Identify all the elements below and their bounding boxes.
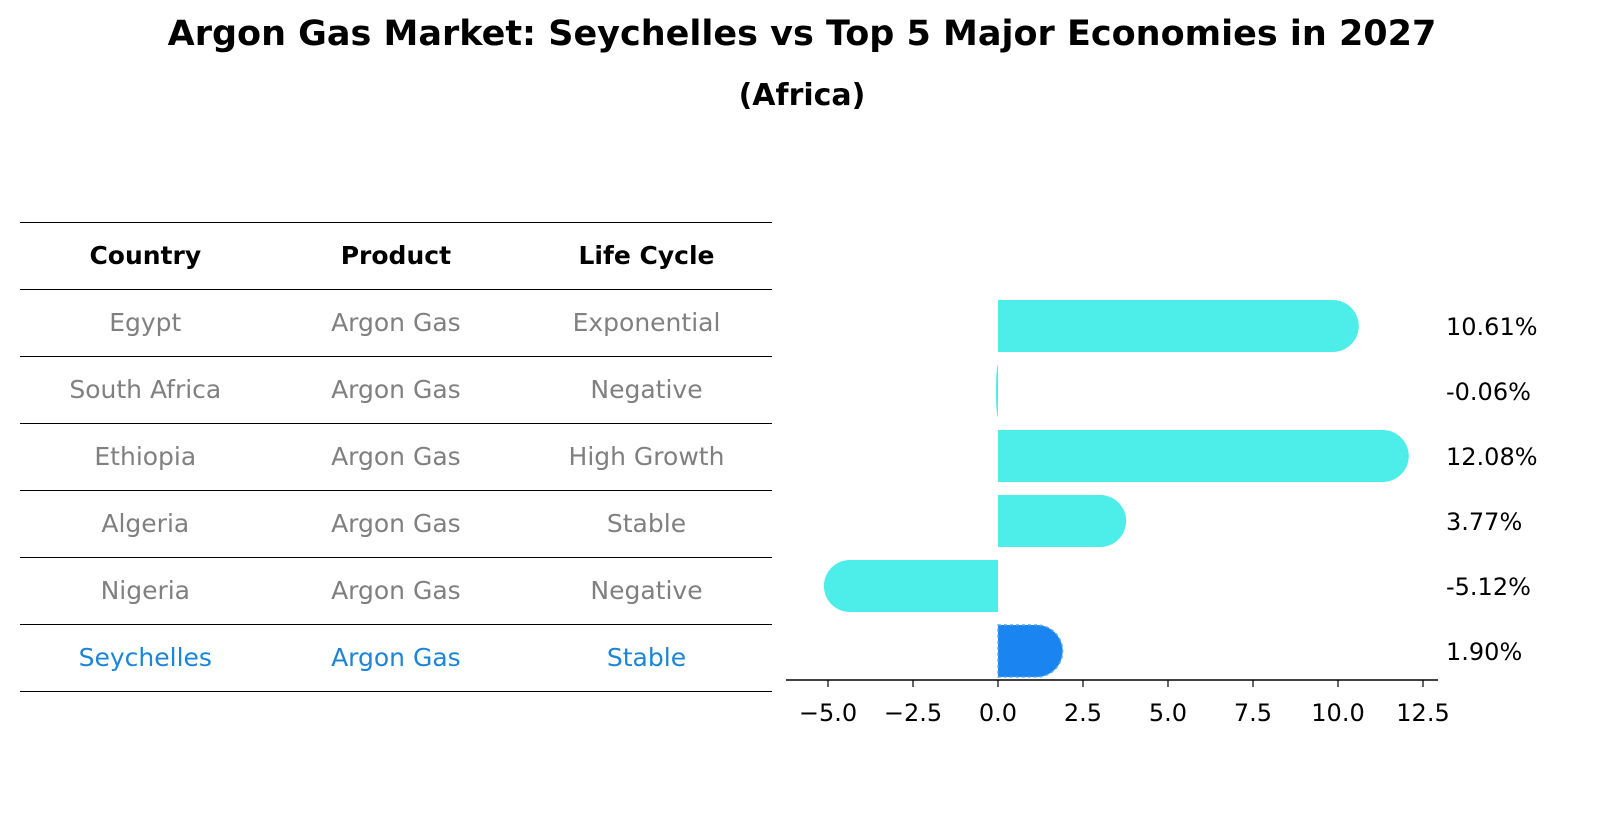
data-label: -0.06% (1446, 378, 1531, 406)
bar-algeria (998, 495, 1127, 547)
bar-nigeria (823, 560, 998, 612)
table-row: Ethiopia Argon Gas High Growth (20, 423, 772, 490)
table-header-row: Country Product Life Cycle (20, 222, 772, 289)
cell-life-cycle: High Growth (568, 442, 725, 471)
bar-ethiopia (998, 430, 1409, 482)
bar-chart: 10.61% -0.06% 12.08% 3.77% -5.12% 1.90% −5.0 −2… (786, 300, 1538, 727)
x-tick-label: −5.0 (799, 699, 857, 727)
header-life-cycle: Life Cycle (578, 241, 715, 270)
cell-product: Argon Gas (331, 509, 461, 538)
cell-life-cycle: Negative (590, 375, 703, 404)
cell-product: Argon Gas (331, 576, 461, 605)
cell-product: Argon Gas (331, 308, 461, 337)
cell-country: Algeria (101, 509, 190, 538)
cell-product: Argon Gas (331, 643, 461, 672)
data-label: 12.08% (1446, 443, 1538, 471)
cell-country: Nigeria (100, 576, 191, 605)
x-tick-label: 10.0 (1311, 699, 1364, 727)
chart-subtitle: (Africa) (738, 78, 866, 113)
table-row: South Africa Argon Gas Negative (20, 356, 772, 423)
cell-country: Ethiopia (94, 442, 197, 471)
bar-seychelles (997, 624, 1064, 678)
data-label: 1.90% (1446, 638, 1522, 666)
table-row: Egypt Argon Gas Exponential (20, 289, 772, 356)
cell-country: Egypt (109, 308, 182, 337)
data-label: -5.12% (1446, 573, 1531, 601)
table-row: Nigeria Argon Gas Negative (20, 557, 772, 624)
cell-country: Seychelles (78, 643, 212, 672)
cell-product: Argon Gas (331, 442, 461, 471)
cell-life-cycle: Exponential (572, 308, 721, 337)
x-tick-label: 12.5 (1396, 699, 1449, 727)
table-row: Algeria Argon Gas Stable (20, 490, 772, 557)
data-label: 10.61% (1446, 313, 1538, 341)
data-label: 3.77% (1446, 508, 1522, 536)
cell-life-cycle: Stable (606, 643, 687, 672)
cell-country: South Africa (69, 375, 222, 404)
cell-life-cycle: Negative (590, 576, 703, 605)
header-country: Country (89, 241, 202, 270)
x-tick-label: −2.5 (884, 699, 942, 727)
x-tick-label: 0.0 (979, 699, 1017, 727)
x-tick-label: 2.5 (1064, 699, 1102, 727)
header-product: Product (340, 241, 452, 270)
data-table: Country Product Life Cycle Egypt Argon G… (20, 222, 772, 692)
bar-egypt (998, 300, 1359, 352)
x-tick-label: 7.5 (1234, 699, 1272, 727)
cell-life-cycle: Stable (606, 509, 687, 538)
x-tick-label: 5.0 (1149, 699, 1187, 727)
table-row-highlighted: Seychelles Argon Gas Stable (20, 624, 772, 692)
bar-south-africa (995, 365, 998, 417)
chart-title: Argon Gas Market: Seychelles vs Top 5 Ma… (167, 14, 1437, 54)
cell-product: Argon Gas (331, 375, 461, 404)
